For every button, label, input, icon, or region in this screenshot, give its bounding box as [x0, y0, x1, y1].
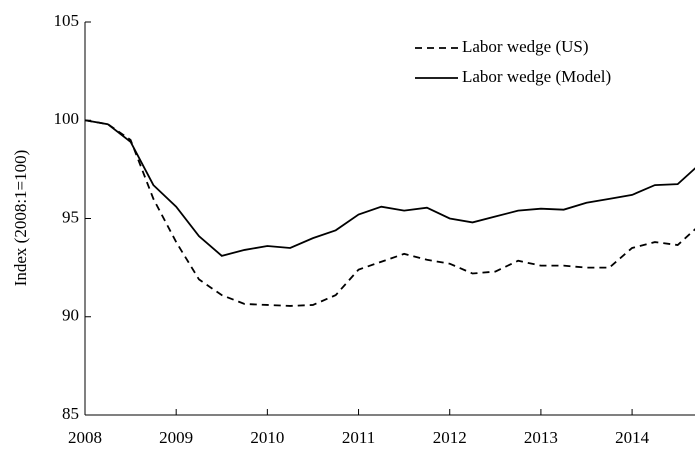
legend-label: Labor wedge (Model): [462, 67, 611, 86]
series-line: [85, 119, 695, 307]
x-tick-label: 2009: [159, 428, 193, 447]
x-tick-label: 2013: [524, 428, 558, 447]
series-line: [85, 119, 695, 257]
y-axis-label: Index (2008:1=100): [11, 150, 30, 287]
x-tick-label: 2010: [250, 428, 284, 447]
y-tick-label: 100: [54, 109, 80, 128]
y-tick-label: 95: [62, 207, 79, 226]
plot-area: [85, 119, 695, 307]
x-tick-label: 2011: [342, 428, 375, 447]
y-tick-label: 90: [62, 306, 79, 325]
x-tick-label: 2008: [68, 428, 102, 447]
x-tick-label: 2012: [433, 428, 467, 447]
y-tick-label: 85: [62, 404, 79, 423]
y-tick-label: 105: [54, 11, 80, 30]
x-tick-label: 2014: [615, 428, 650, 447]
legend-label: Labor wedge (US): [462, 37, 589, 56]
